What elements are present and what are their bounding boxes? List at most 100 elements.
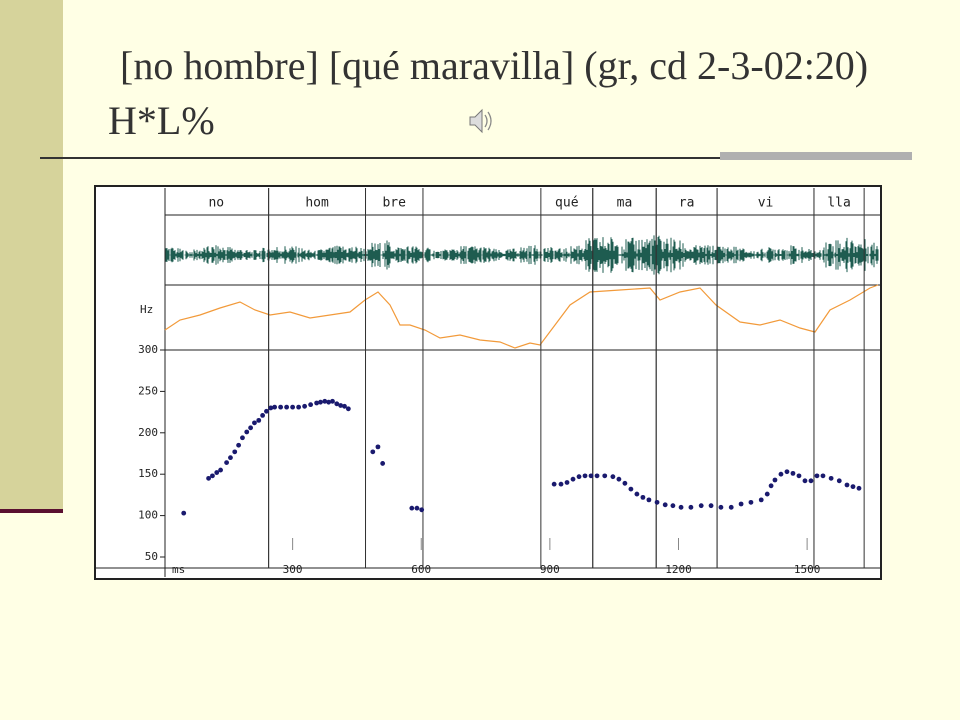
syllable-label: vi (758, 196, 774, 211)
pitch-point (646, 497, 652, 503)
pitch-point (856, 485, 862, 491)
pitch-point (264, 408, 269, 414)
pitch-point (594, 473, 600, 479)
pitch-point (708, 503, 714, 509)
syllable-label: lla (827, 196, 850, 211)
pitch-point (768, 483, 774, 489)
pitch-point (820, 473, 826, 479)
pitch-point (214, 470, 220, 475)
pitch-point (181, 510, 187, 516)
pitch-point (248, 425, 254, 431)
pitch-point (296, 404, 302, 410)
pitch-point (419, 507, 425, 513)
pitch-point (302, 403, 308, 409)
pitch-point (380, 461, 386, 466)
slide-title: [no hombre] [qué maravilla] (gr, cd 2-3-… (108, 43, 869, 143)
pitch-point (290, 404, 296, 410)
pitch-point (218, 467, 223, 473)
syllable-label: ma (617, 196, 633, 211)
pitch-point (564, 480, 570, 485)
pitch-point (634, 491, 640, 497)
y-tick-label: 250 (138, 384, 158, 397)
syllable-label: hom (305, 196, 329, 211)
pitch-point (796, 473, 802, 479)
pitch-point (738, 501, 744, 507)
pitch-point (654, 499, 660, 505)
pitch-point (206, 475, 211, 481)
pitch-point (322, 398, 328, 404)
pitch-point (224, 460, 229, 466)
pitch-point (314, 400, 320, 406)
pitch-point (640, 494, 646, 500)
pitch-point (330, 398, 335, 404)
pitch-point (375, 444, 381, 450)
waveform (165, 235, 879, 275)
side-bar (0, 0, 63, 510)
pitch-point (260, 413, 266, 418)
pitch-point (284, 404, 290, 410)
pitch-point (616, 476, 622, 482)
pitch-point (748, 499, 754, 505)
pitch-point (370, 449, 376, 455)
y-tick-label: 200 (138, 426, 158, 439)
syllable-label: bre (382, 196, 406, 211)
pitch-point (844, 482, 850, 488)
x-tick-label: 300 (283, 563, 303, 576)
pitch-point (252, 420, 257, 426)
speaker-icon (469, 108, 492, 134)
pitch-point (228, 455, 233, 461)
pitch-point (240, 435, 245, 441)
y-tick-label: 150 (138, 467, 158, 480)
pitch-point (728, 504, 734, 510)
pitch-point (570, 476, 576, 482)
x-unit: ms (172, 563, 185, 576)
pitch-point (588, 473, 594, 479)
syllable-label: no (208, 196, 224, 211)
pitch-point (628, 486, 634, 492)
pitch-point (576, 474, 582, 480)
pitch-point (802, 478, 808, 484)
pitch-point (772, 477, 778, 483)
pitch-point (338, 403, 344, 408)
pitch-point (409, 505, 415, 511)
title-rule-bar (720, 150, 912, 162)
pitch-point (236, 442, 242, 448)
title-rule (40, 157, 912, 159)
pitch-point (602, 473, 608, 479)
pitch-point (558, 481, 564, 487)
pitch-point (828, 475, 834, 481)
chart-frame (94, 185, 882, 580)
pitch-point (670, 503, 676, 509)
pitch-point (210, 473, 215, 479)
x-tick-label: 600 (411, 563, 431, 576)
syllable-label: qué (555, 196, 579, 211)
pitch-point (622, 480, 628, 486)
pitch-point (318, 399, 323, 405)
syllable-label: ra (679, 196, 695, 211)
pitch-point (814, 473, 820, 479)
pitch-point (808, 478, 814, 484)
pitch-point (758, 497, 764, 503)
pitch-point (342, 403, 347, 409)
pitch-point (334, 401, 340, 407)
pitch-point (610, 474, 616, 480)
pitch-point (764, 491, 770, 497)
pitch-point (551, 481, 557, 487)
pitch-point (268, 405, 274, 411)
pitch-point (850, 484, 856, 490)
pitch-point (662, 502, 668, 508)
x-tick-label: 900 (540, 563, 560, 576)
x-tick-label: 1500 (794, 563, 821, 576)
pitch-point (678, 504, 684, 510)
pitch-point (326, 399, 332, 405)
pitch-point (784, 469, 790, 475)
x-tick-label: 1200 (665, 563, 692, 576)
pitch-point (698, 503, 704, 509)
pitch-point (790, 470, 796, 476)
y-tick-label: 300 (138, 343, 158, 356)
pitch-point (244, 429, 250, 435)
pitch-point (582, 473, 588, 479)
side-accent (0, 509, 63, 513)
